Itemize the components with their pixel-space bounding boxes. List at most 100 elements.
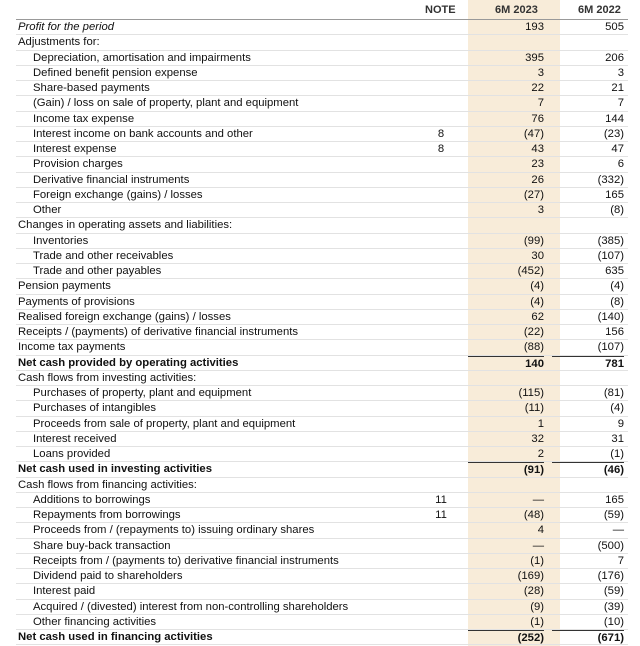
value-2022: 156	[605, 326, 624, 338]
note-ref: 8	[437, 127, 445, 140]
row-label: Realised foreign exchange (gains) / loss…	[18, 310, 231, 323]
table-row: Derivative financial instruments 26 (332)	[16, 173, 628, 188]
row-label: Provision charges	[33, 158, 123, 171]
row-label: Changes in operating assets and liabilit…	[18, 219, 233, 232]
value-2022: (4)	[610, 280, 624, 293]
table-row: Purchases of property, plant and equipme…	[16, 386, 628, 402]
row-label: Purchases of property, plant and equipme…	[33, 387, 252, 399]
value-2023: 395	[525, 51, 544, 64]
value-2022: (500)	[597, 539, 624, 552]
value-2023: 140	[468, 355, 544, 372]
value-2022: 9	[617, 417, 624, 430]
value-2023: (27)	[523, 188, 544, 201]
table-row: Purchases of intangibles (11) (4)	[16, 401, 628, 417]
value-2023: 22	[531, 82, 544, 94]
table-row: Depreciation, amortisation and impairmen…	[16, 51, 628, 66]
table-row: Inventories (99) (385)	[16, 234, 628, 249]
row-label: Cash flows from financing activities:	[18, 478, 197, 491]
table-row: Dividend paid to shareholders (169) (176)	[16, 569, 628, 585]
note-ref: 11	[435, 493, 447, 506]
row-label: Interest paid	[33, 585, 96, 598]
value-2022: (23)	[603, 127, 624, 140]
value-2023: 43	[531, 143, 544, 155]
value-2023: 26	[531, 173, 544, 186]
value-2022: 3	[617, 66, 624, 79]
value-2022: (176)	[597, 570, 624, 582]
value-2022: 7	[617, 554, 624, 567]
table-row: Share-based payments 22 21	[16, 81, 628, 97]
value-2022: (671)	[552, 630, 624, 646]
note-ref: 8	[437, 143, 445, 155]
row-label: Repayments from borrowings	[33, 509, 181, 521]
table-row: Additions to borrowings 11 — 165	[16, 493, 628, 508]
row-label: Proceeds from sale of property, plant an…	[33, 417, 296, 430]
value-2023: 2	[537, 448, 544, 460]
row-label: Loans provided	[33, 448, 111, 460]
value-2023: (115)	[518, 387, 544, 399]
table-row: Cash flows from financing activities:	[16, 478, 628, 493]
value-2022: (107)	[597, 249, 624, 262]
value-2023: (1)	[530, 554, 544, 567]
table-row: Adjustments for:	[16, 35, 628, 51]
row-label: Interest income on bank accounts and oth…	[33, 127, 253, 140]
row-label: Additions to borrowings	[33, 493, 151, 506]
table-row: (Gain) / loss on sale of property, plant…	[16, 96, 628, 112]
row-label: Net cash used in financing activities	[18, 631, 213, 643]
table-row: Payments of provisions (4) (8)	[16, 295, 628, 310]
table-row: Proceeds from sale of property, plant an…	[16, 417, 628, 432]
value-2022: 47	[611, 143, 624, 155]
row-label: Share-based payments	[33, 82, 150, 94]
value-2022: (107)	[597, 341, 624, 354]
value-2022: (385)	[597, 234, 624, 247]
value-2022: (46)	[552, 462, 624, 478]
table-row: Cash flows from investing activities:	[16, 371, 628, 386]
value-2022: 165	[605, 493, 624, 506]
value-2023: (11)	[524, 402, 544, 415]
value-2023: 4	[537, 524, 544, 537]
table-row: Trade and other payables (452) 635	[16, 264, 628, 280]
value-2022: (8)	[610, 204, 624, 216]
value-2023: —	[532, 493, 544, 506]
value-2023: 23	[531, 158, 544, 171]
value-2022: (10)	[603, 615, 624, 628]
value-2022: 781	[552, 355, 624, 372]
value-2022: 6	[617, 158, 624, 171]
value-2022: (81)	[603, 387, 624, 399]
value-2022: (59)	[603, 509, 624, 521]
row-label: Pension payments	[18, 280, 111, 293]
table-row: Net cash used in financing activities (25…	[16, 630, 628, 646]
row-label: (Gain) / loss on sale of property, plant…	[33, 97, 299, 110]
value-2022: (39)	[603, 600, 624, 613]
value-2022: 165	[605, 188, 624, 201]
row-label: Payments of provisions	[18, 295, 135, 308]
value-2022: (332)	[597, 173, 624, 186]
table-row: Income tax payments (88) (107)	[16, 340, 628, 356]
value-2023: 193	[525, 21, 544, 33]
table-row: Repayments from borrowings 11 (48) (59)	[16, 508, 628, 524]
value-2023: 7	[537, 97, 544, 110]
row-label: Dividend paid to shareholders	[33, 570, 183, 582]
table-row: Foreign exchange (gains) / losses (27) 165	[16, 188, 628, 203]
value-2023: 3	[537, 204, 544, 216]
value-2022: 21	[611, 82, 624, 94]
value-2023: (452)	[517, 265, 544, 277]
table-row: Acquired / (divested) interest from non-…	[16, 600, 628, 615]
value-2023: 1	[537, 417, 544, 430]
value-2023: (99)	[523, 234, 544, 247]
row-label: Interest expense	[33, 143, 117, 155]
value-2022: 31	[611, 432, 624, 445]
row-label: Adjustments for:	[18, 36, 100, 49]
value-2022: (1)	[610, 448, 624, 460]
row-label: Cash flows from investing activities:	[18, 371, 197, 384]
value-2023: (48)	[523, 509, 544, 521]
row-label: Proceeds from / (repayments to) issuing …	[33, 524, 315, 537]
header-2022: 6M 2022	[578, 4, 621, 16]
row-label: Purchases of intangibles	[33, 402, 157, 415]
note-ref: 11	[435, 509, 447, 521]
value-2022: (4)	[610, 402, 624, 415]
row-label: Inventories	[33, 234, 89, 247]
value-2023: 76	[531, 112, 544, 125]
row-label: Trade and other payables	[33, 265, 162, 277]
value-2023: 30	[531, 249, 544, 262]
